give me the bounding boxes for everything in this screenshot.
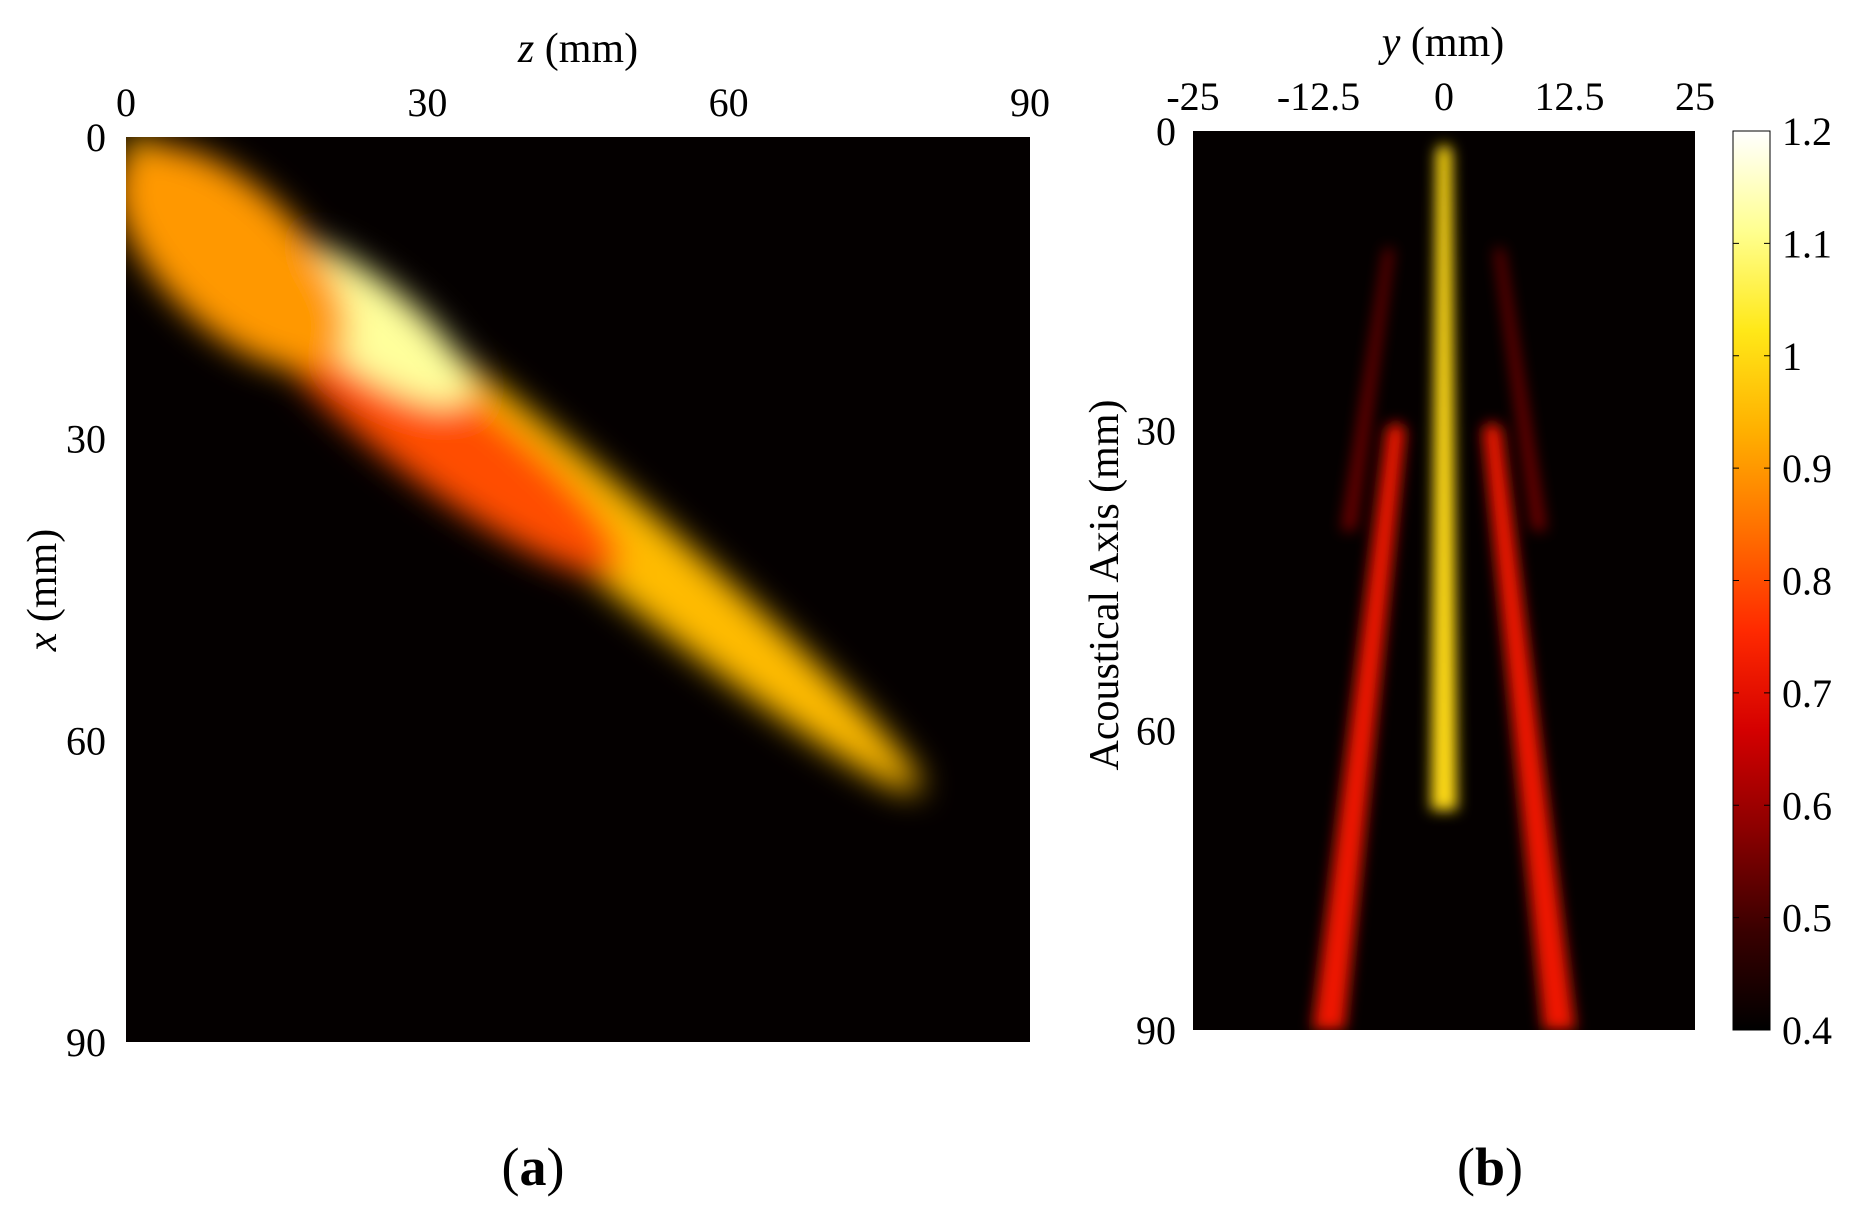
panel-b-caption: (b): [1457, 1137, 1523, 1197]
panel-a-y-tick-label: 90: [66, 1020, 106, 1065]
panel-b-beam-lobe: [1341, 247, 1393, 531]
panel-b-beam-lobe: [1495, 247, 1547, 531]
panel-a-caption: (a): [502, 1137, 565, 1197]
panel-a-y-tick-label: 30: [66, 417, 106, 462]
colorbar-tick-label: 0.8: [1782, 559, 1832, 604]
panel-b-x-tick-label: -12.5: [1277, 74, 1360, 119]
panel-b-ylabel: Acoustical Axis (mm): [1082, 400, 1128, 771]
panel-b-y-ticks: 0 30 60 90: [1136, 109, 1176, 1053]
panel-b: y (mm) -25 -12.5 0 12.5 25 0 30 60 90 Acoustica…: [1082, 20, 1832, 1197]
colorbar-tick-label: 0.6: [1782, 783, 1832, 828]
panel-a-y-ticks: 0 30 60 90: [66, 115, 106, 1065]
panel-b-xlabel: y (mm): [1378, 20, 1504, 66]
panel-a-xlabel: z (mm): [517, 26, 638, 72]
panel-a: z (mm) 0 30 60 90 0 30 60 90 x (mm) (a): [20, 26, 1050, 1197]
panel-b-x-tick-label: 12.5: [1535, 74, 1605, 119]
colorbar-tick-label: 0.5: [1782, 896, 1832, 941]
panel-a-heatmap: [126, 137, 921, 793]
panel-a-ylabel: x (mm): [20, 529, 66, 652]
panel-a-y-tick-label: 60: [66, 718, 106, 763]
panel-b-y-tick-label: 0: [1156, 109, 1176, 154]
panel-a-x-ticks: 0 30 60 90: [116, 80, 1050, 125]
panel-b-beam-lobe: [1312, 422, 1406, 1030]
colorbar-tick-label: 0.4: [1782, 1008, 1832, 1053]
colorbar-tick-label: 1.2: [1782, 109, 1832, 154]
panel-b-x-ticks: -25 -12.5 0 12.5 25: [1166, 74, 1715, 119]
panel-a-y-tick-label: 0: [86, 115, 106, 160]
colorbar-tick-label: 1.1: [1782, 221, 1832, 266]
panel-a-x-tick-label: 0: [116, 80, 136, 125]
colorbar-tick-label: 0.9: [1782, 446, 1832, 491]
panel-a-x-tick-label: 30: [407, 80, 447, 125]
panel-b-y-tick-label: 30: [1136, 409, 1176, 454]
panel-b-y-tick-label: 90: [1136, 1008, 1176, 1053]
panel-b-x-tick-label: 25: [1675, 74, 1715, 119]
colorbar-tick-label: 0.7: [1782, 671, 1832, 716]
panel-b-x-tick-label: 0: [1434, 74, 1454, 119]
colorbar-tick-label: 1: [1782, 334, 1802, 379]
panel-b-x-tick-label: -25: [1166, 74, 1219, 119]
panel-a-x-tick-label: 90: [1010, 80, 1050, 125]
panel-b-beam-lobe: [1430, 144, 1458, 811]
panel-a-beam-lobe: [126, 144, 348, 371]
colorbar-ticks: 1.2 1.1 1 0.9 0.8 0.7 0.6 0.5 0.4: [1733, 109, 1832, 1053]
panel-b-y-tick-label: 60: [1136, 708, 1176, 753]
panel-b-heatmap: [1312, 144, 1576, 1030]
panel-a-x-tick-label: 60: [709, 80, 749, 125]
panel-b-beam-lobe: [1482, 422, 1576, 1030]
